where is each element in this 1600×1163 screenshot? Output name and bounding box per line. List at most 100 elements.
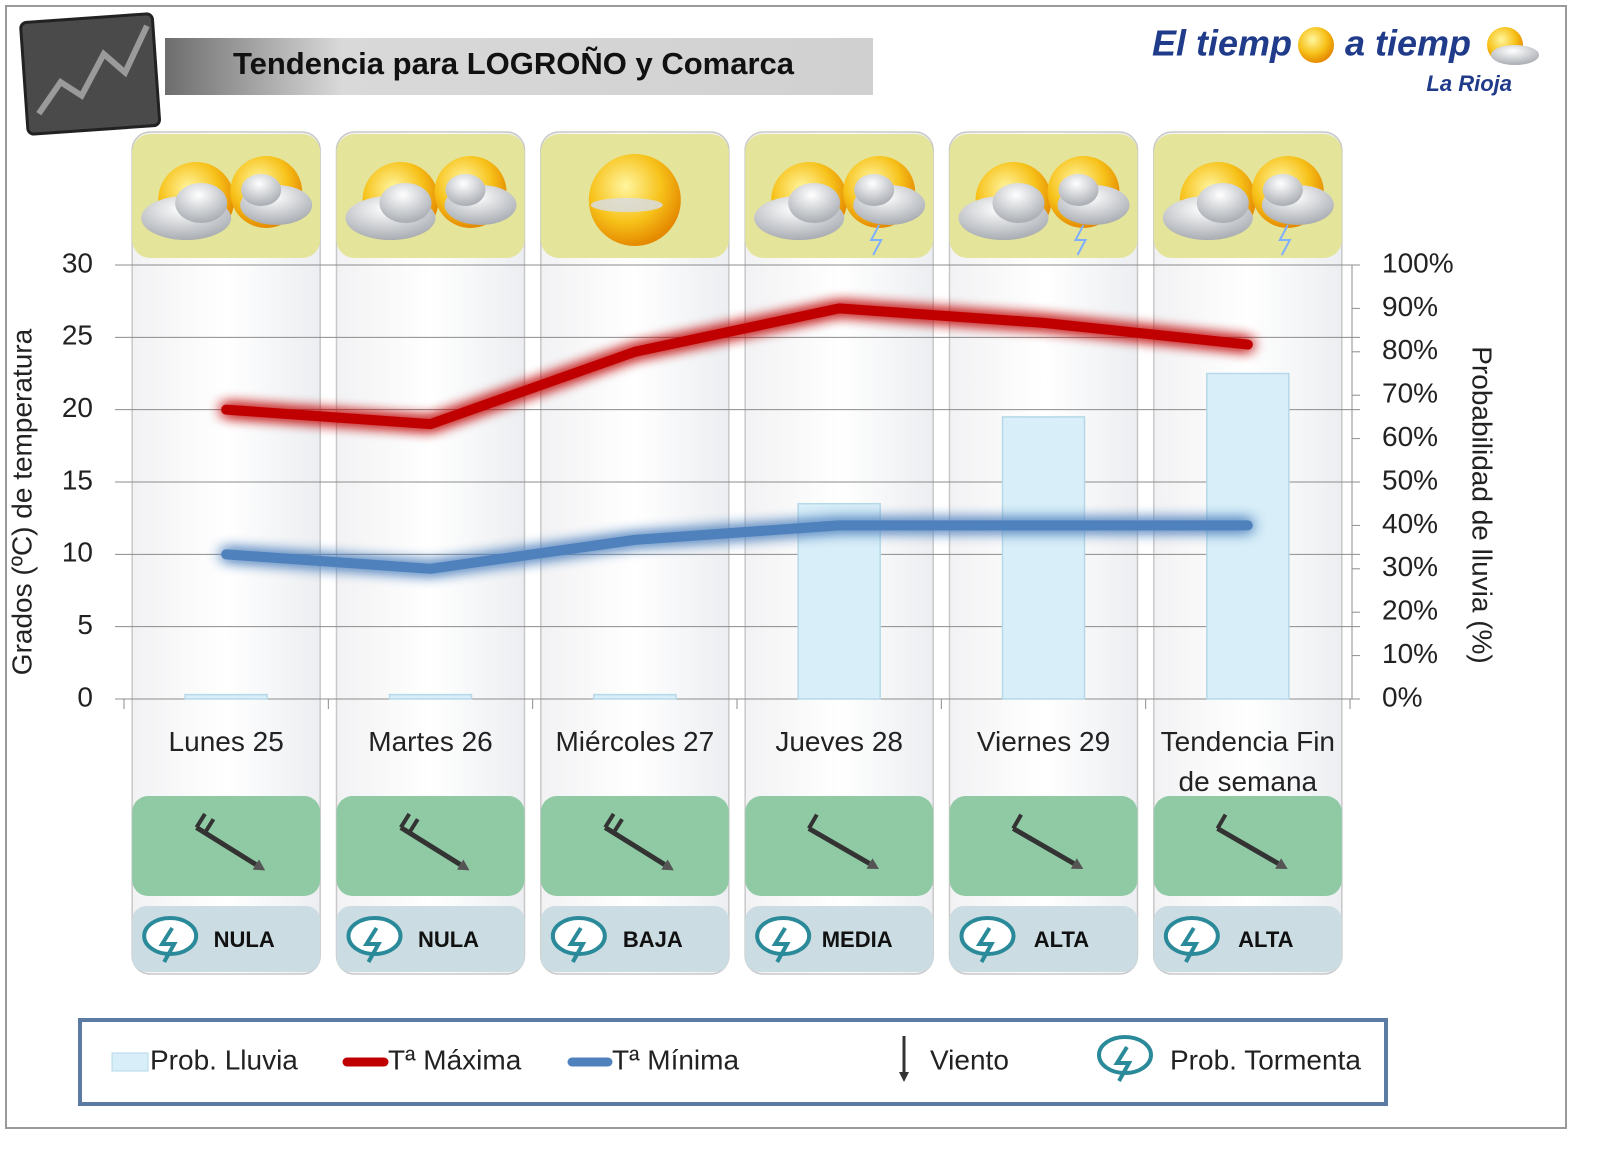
wind-barb [1215,813,1228,830]
y-tick-label: 10 [62,537,93,568]
lightning [1278,224,1292,256]
wind-barb [611,818,624,834]
y-tick-label: 15 [62,464,93,495]
wind-barb [399,812,411,829]
cloud [379,183,432,223]
wind-head [866,858,880,869]
legend-label: Prob. Lluvia [150,1044,298,1075]
y2-axis-label: Probabilidad de lluvia (%) [1467,346,1498,664]
legend-storm-icon [1097,1035,1153,1082]
bar [184,693,268,700]
y2-tick-label: 50% [1382,464,1438,495]
wind-shaft [1216,826,1280,866]
y2-tick-label: 90% [1382,291,1438,322]
y2-tick-label: 70% [1382,378,1438,409]
cloud [445,174,486,206]
storm-bolt [975,926,995,963]
wind-arrow [399,812,470,871]
storm-icon [1163,916,1220,963]
weather-icon [958,156,1130,256]
y-tick-label: 5 [77,609,93,640]
lightning [869,224,883,256]
storm-probability: MEDIA [822,927,893,952]
logo: El tiemp a tiemp La Rioja [1152,23,1539,96]
chart-icon [19,12,161,136]
y-tick-label: 25 [62,320,93,351]
y2-tick-label: 10% [1382,638,1438,669]
line [221,520,1253,574]
y-tick-label: 20 [62,392,93,423]
storm-probability: ALTA [1034,927,1089,952]
cloud [1196,183,1249,223]
storm-probability: NULA [214,927,275,952]
wind-arrow [1215,813,1288,869]
storm-icon [346,916,403,963]
weather-icon [345,156,517,240]
storm-probability: NULA [418,927,479,952]
title-bar [165,38,873,95]
storm-bolt [362,926,382,963]
storm-icon [755,916,812,963]
x-tick-label: Tendencia Fin de semana [1160,726,1335,797]
legend-wind-head [899,1072,909,1082]
wind-head [457,859,470,871]
y2-tick-label: 0% [1382,681,1422,712]
logo-text: El tiemp [1152,23,1292,64]
wind-barb [1011,813,1023,830]
weather-icon [1162,156,1334,256]
cloud [854,174,895,206]
legend-box [78,1018,1388,1106]
y2-tick-label: 30% [1382,551,1438,582]
wind-arrow [1011,813,1084,869]
y2-tick-label: 20% [1382,595,1438,626]
wind-head [1070,858,1084,869]
legend-label: Tª Mínima [612,1044,739,1075]
wind-shaft [1011,826,1076,866]
cloud [1262,174,1303,206]
wind-head [661,859,674,871]
line [221,303,1253,430]
y2-tick-label: 40% [1382,508,1438,539]
weather-icon [754,156,926,256]
cloud [175,183,228,223]
storm-bolt [1113,1045,1133,1082]
bar [593,693,677,700]
x-tick-label: Miércoles 27 [555,726,715,757]
y2-tick-label: 60% [1382,421,1438,452]
x-tick-label: Martes 26 [368,726,493,757]
legend-label: Tª Máxima [388,1044,522,1075]
storm-bolt [567,926,587,963]
wind-arrow [807,813,880,869]
cloud [992,183,1045,223]
wind-arrow [603,812,674,871]
wind-arrow [194,812,266,871]
storm-icon [959,916,1016,963]
bar [1206,372,1290,700]
lightning [1073,224,1088,256]
x-tick-label: Jueves 28 [775,726,903,757]
storm-probability: BAJA [623,927,683,952]
cloud [241,174,282,206]
x-tick-label: Lunes 25 [168,726,284,757]
wind-barb [807,813,819,830]
storm-icon [142,916,199,963]
y-tick-label: 0 [77,681,93,712]
bar [1001,416,1086,700]
y-tick-label: 30 [62,247,93,278]
storm-bolt [158,926,178,963]
wind-shaft [807,826,871,866]
bar [797,502,881,700]
y-axis-label: Grados (ºC) de temperatura [6,328,37,675]
logo-region: La Rioja [1426,71,1512,96]
cloud [788,183,841,223]
storm-probability: ALTA [1238,927,1293,952]
storm-bolt [771,926,791,963]
y2-tick-label: 100% [1382,247,1454,278]
wind-barb [407,818,420,834]
x-tick-label: Viernes 29 [976,726,1111,757]
wind-head [1275,858,1288,869]
storm-bolt [1180,926,1200,963]
bar [388,693,473,700]
